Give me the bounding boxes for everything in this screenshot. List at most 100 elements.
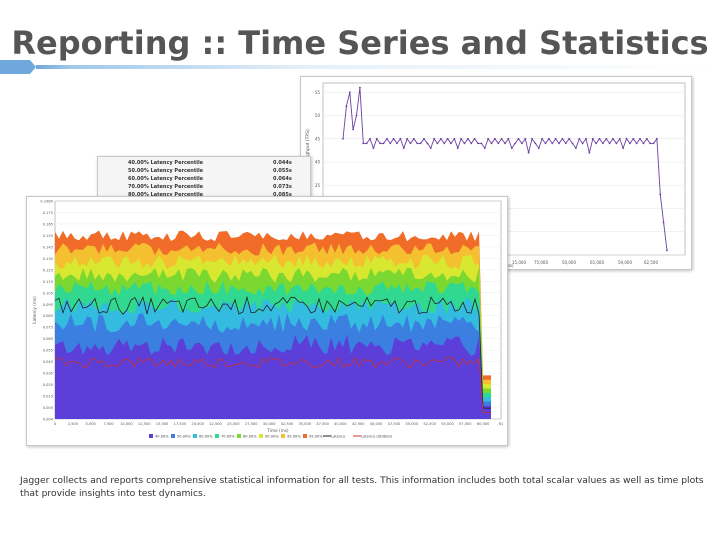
- y-tick-label: 0.175: [43, 211, 53, 215]
- y-tick-label: 50: [315, 113, 321, 118]
- x-tick-label: 15,000: [156, 422, 169, 426]
- throughput-point: [396, 142, 398, 145]
- legend-label: Latency (StdDev): [361, 435, 393, 439]
- x-tick-label: 17,500: [174, 422, 187, 426]
- y-tick-label: 0.075: [43, 326, 53, 330]
- x-tick-label: 42,500: [352, 422, 365, 426]
- latency-line: [54, 295, 491, 409]
- throughput-point: [659, 193, 662, 196]
- throughput-point: [602, 142, 604, 145]
- percentile-value: 0.073s: [273, 184, 292, 190]
- x-tick-label: 57,500: [459, 422, 472, 426]
- throughput-point: [537, 147, 540, 149]
- throughput-point: [348, 91, 351, 94]
- throughput-point: [534, 142, 537, 145]
- latency-stddev-line: [54, 356, 491, 413]
- throughput-point: [666, 249, 668, 252]
- throughput-point: [571, 142, 574, 145]
- throughput-point: [629, 142, 631, 145]
- y-tick-label: 35: [315, 183, 321, 188]
- legend-swatch: [171, 434, 175, 438]
- throughput-point: [473, 137, 476, 140]
- throughput-point: [446, 137, 449, 140]
- y-tick-label: 0.105: [43, 291, 53, 295]
- throughput-point: [399, 137, 402, 140]
- percentile-value: 0.064s: [273, 176, 292, 182]
- latency-chart-panel: 0.1985 0.175 0.165 0.155 0.145 0.135 0.125 0.11…: [26, 196, 508, 446]
- throughput-point: [362, 142, 365, 145]
- throughput-point: [490, 142, 493, 145]
- throughput-point: [615, 142, 618, 145]
- throughput-point: [618, 137, 621, 140]
- throughput-point: [578, 137, 581, 140]
- y-tick-label: 0.015: [43, 395, 53, 399]
- throughput-point: [645, 137, 648, 140]
- y-tick-label: 0.045: [43, 360, 53, 364]
- throughput-point: [635, 142, 638, 145]
- y-tick-label: 0.135: [43, 257, 53, 261]
- throughput-point: [639, 137, 641, 140]
- legend-label: 40.00%: [155, 435, 169, 439]
- throughput-point: [581, 142, 584, 145]
- throughput-point: [443, 142, 446, 145]
- x-tick-label: 12,500: [138, 422, 151, 426]
- throughput-point: [359, 86, 361, 89]
- latency-band-area: [55, 334, 491, 419]
- throughput-point: [429, 147, 432, 149]
- x-tick-label: 47,500: [388, 422, 401, 426]
- percentile-table: 40.00% Latency Percentile 0.044s 50.00% …: [97, 156, 311, 202]
- throughput-point: [372, 147, 375, 149]
- throughput-point: [487, 137, 489, 140]
- throughput-point: [632, 137, 635, 140]
- x-tick-label: 30,000: [263, 422, 276, 426]
- throughput-point: [521, 142, 523, 145]
- throughput-point: [575, 147, 577, 149]
- y-tick-label: 0.005: [43, 406, 53, 410]
- throughput-point: [591, 137, 594, 140]
- y-tick-label: 55: [315, 90, 321, 95]
- throughput-point: [345, 105, 348, 108]
- throughput-point: [416, 142, 419, 145]
- throughput-point: [588, 151, 591, 154]
- throughput-point: [517, 137, 520, 140]
- throughput-point: [413, 137, 415, 140]
- percentile-label: 40.00% Latency Percentile: [128, 160, 204, 166]
- throughput-point: [456, 147, 459, 149]
- throughput-point: [652, 142, 655, 145]
- x-tick-label: 52,500: [423, 422, 436, 426]
- throughput-point: [554, 137, 557, 140]
- legend-label: 50.00%: [177, 435, 191, 439]
- throughput-point: [500, 137, 503, 140]
- throughput-point: [440, 137, 442, 140]
- percentile-label: 70.00% Latency Percentile: [128, 184, 204, 190]
- y-tick-label: 0.115: [43, 280, 53, 284]
- x-axis-label: Time (ms): [266, 428, 288, 433]
- y-tick-label: 0.085: [43, 314, 53, 318]
- throughput-point: [612, 137, 614, 140]
- throughput-point: [369, 137, 371, 140]
- x-tick-label: 65,000: [590, 260, 604, 265]
- throughput-point: [436, 142, 439, 145]
- throughput-point: [477, 142, 479, 145]
- throughput-point: [433, 137, 435, 140]
- legend-label: 95.00%: [287, 435, 301, 439]
- throughput-point: [375, 137, 378, 140]
- throughput-point: [564, 142, 567, 145]
- x-tick-label: 62,500: [644, 260, 658, 265]
- throughput-point: [480, 142, 483, 145]
- throughput-point: [379, 142, 381, 145]
- x-axis-label: (ms): [504, 263, 514, 268]
- throughput-point: [514, 142, 516, 145]
- x-tick-label: 15,000: [512, 260, 526, 265]
- legend-label: 70.00%: [221, 435, 235, 439]
- x-tick-label: 20,000: [191, 422, 204, 426]
- throughput-point: [595, 142, 597, 145]
- x-tick-label: 35,000: [298, 422, 311, 426]
- legend-swatch: [237, 434, 241, 438]
- percentile-value: 0.085s: [273, 192, 292, 198]
- throughput-point: [382, 142, 385, 145]
- throughput-point: [527, 151, 530, 154]
- y-axis-label: Throughput (TPS): [305, 129, 311, 170]
- x-tick-label: 60,000: [477, 422, 490, 426]
- y-tick-label: 0.055: [43, 349, 53, 353]
